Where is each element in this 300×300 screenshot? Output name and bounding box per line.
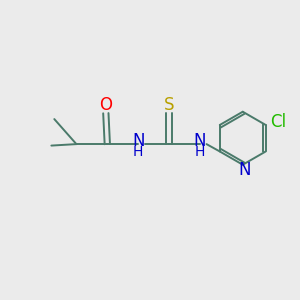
Text: Cl: Cl xyxy=(270,113,286,131)
Text: S: S xyxy=(164,96,174,114)
Text: H: H xyxy=(133,146,143,159)
Text: N: N xyxy=(132,132,145,150)
Text: N: N xyxy=(238,161,250,179)
Text: H: H xyxy=(195,146,205,159)
Text: N: N xyxy=(194,132,206,150)
Text: O: O xyxy=(99,96,112,114)
